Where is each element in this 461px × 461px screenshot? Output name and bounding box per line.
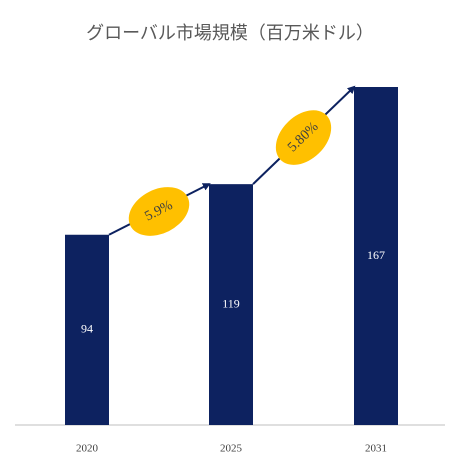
value-label: 94 (81, 322, 93, 336)
x-tick-label: 2020 (76, 443, 99, 455)
value-label: 119 (222, 296, 240, 310)
cagr-ellipse (275, 110, 332, 165)
chart-title: グローバル市場規模（百万米ドル） (86, 23, 374, 43)
x-tick-label: 2025 (220, 443, 243, 455)
cagr-badge: 5.9% (128, 187, 190, 236)
bar (65, 234, 109, 425)
cagr-ellipse (128, 187, 190, 236)
bar (209, 184, 253, 425)
x-tick-label: 2031 (365, 443, 387, 455)
bar (354, 87, 398, 425)
value-label: 167 (367, 248, 385, 262)
cagr-badge: 5.80% (275, 110, 332, 165)
